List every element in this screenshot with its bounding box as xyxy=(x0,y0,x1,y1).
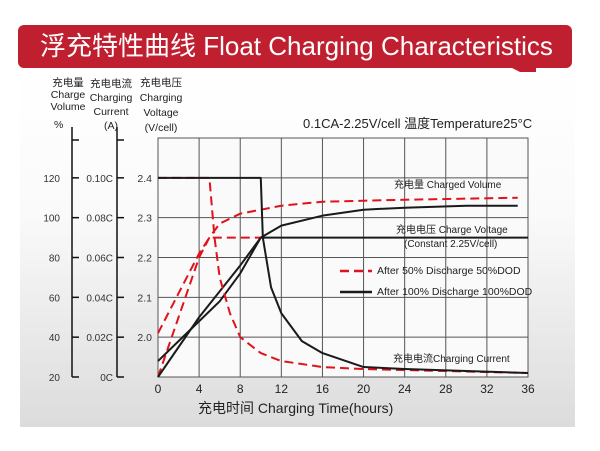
volume-tick-label: 100 xyxy=(43,214,60,225)
x-tick-label: 20 xyxy=(357,382,371,396)
title-banner xyxy=(18,25,572,68)
series-voltage-50dod xyxy=(157,236,261,334)
current-tick-label: 0.10C xyxy=(86,174,113,185)
voltage-tick-label: 2.0 xyxy=(137,332,152,344)
x-tick-label: 32 xyxy=(480,382,494,396)
annotation-constant-voltage: (Constant 2.25V/cell) xyxy=(404,239,498,250)
volume-header-cn: 充电量 xyxy=(52,77,84,89)
legend-label-100dod: After 100% Discharge 100%DOD xyxy=(377,286,533,298)
volume-tick-label: 20 xyxy=(49,373,61,384)
chart-title: 浮充特性曲线 Float Charging Characteristics xyxy=(40,31,553,61)
annotation-charged-volume: 充电量 Charged Volume xyxy=(394,180,502,191)
x-axis-label: 充电时间 Charging Time(hours) xyxy=(198,400,394,416)
volume-unit: % xyxy=(54,119,64,131)
x-tick-label: 8 xyxy=(237,382,244,396)
series-volume-100dod xyxy=(157,204,518,378)
volume-tick-label: 80 xyxy=(49,254,61,265)
volume-tick-label: 120 xyxy=(43,174,60,185)
series-current-100dod xyxy=(158,176,529,375)
voltage-axis-label: 充电电压 Charging Voltage (V/cell) xyxy=(139,77,183,134)
voltage-tick-label: 2.3 xyxy=(137,213,152,225)
current-tick-label: 0.08C xyxy=(86,214,113,225)
current-tick-label: 0.02C xyxy=(86,333,113,344)
current-tick-label: 0.04C xyxy=(86,293,113,304)
annotation-charging-current: 充电电流Charging Current xyxy=(393,354,510,365)
volume-header-en2: Volume xyxy=(50,101,86,113)
series-current-50dod xyxy=(158,176,529,375)
x-tick-label: 16 xyxy=(316,382,330,396)
current-tick-label: 0C xyxy=(100,373,113,384)
x-tick-label: 24 xyxy=(398,382,412,396)
x-tick-label: 36 xyxy=(521,382,535,396)
test-condition: 0.1CA-2.25V/cell 温度Temperature25°C xyxy=(303,116,533,131)
current-axis-label: 充电电流 Charging Current (A) xyxy=(89,78,133,132)
volume-axis-header: 充电量 Charge Volume xyxy=(48,77,88,113)
x-tick-label: 4 xyxy=(196,382,203,396)
voltage-tick-label: 2.1 xyxy=(137,292,152,304)
x-tick-label: 12 xyxy=(275,382,289,396)
x-tick-label: 0 xyxy=(155,382,162,396)
series-voltage-100dod xyxy=(157,236,528,362)
volume-header-en1: Charge xyxy=(50,89,86,101)
voltage-tick-label: 2.4 xyxy=(137,173,152,185)
volume-tick-label: 60 xyxy=(49,293,61,304)
legend-label-50dod: After 50% Discharge 50%DOD xyxy=(377,265,521,277)
current-tick-label: 0.06C xyxy=(86,254,113,265)
voltage-tick-label: 2.2 xyxy=(137,253,152,265)
volume-tick-label: 40 xyxy=(49,333,61,344)
x-tick-label: 28 xyxy=(439,382,453,396)
annotation-charge-voltage: 充电电压 Charge Voltage xyxy=(396,225,508,236)
